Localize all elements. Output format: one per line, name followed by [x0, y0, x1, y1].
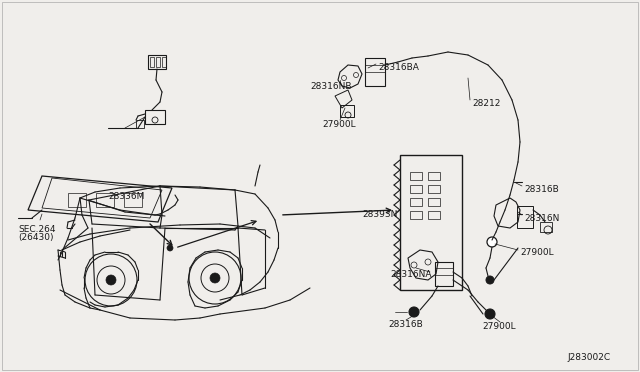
Text: 28336M: 28336M: [108, 192, 145, 201]
Circle shape: [487, 237, 497, 247]
Text: 28316B: 28316B: [388, 320, 423, 329]
Bar: [124, 193, 142, 207]
Bar: [410, 172, 422, 180]
Circle shape: [486, 276, 494, 284]
Bar: [428, 198, 440, 206]
Bar: [150, 57, 154, 67]
Text: 27900L: 27900L: [520, 248, 554, 257]
Bar: [410, 198, 422, 206]
Bar: [148, 55, 166, 69]
Bar: [365, 58, 385, 86]
Bar: [400, 155, 462, 290]
Text: 28393N: 28393N: [362, 210, 397, 219]
Circle shape: [106, 275, 116, 285]
Bar: [156, 57, 160, 67]
Bar: [410, 185, 422, 193]
Text: 28316BA: 28316BA: [378, 63, 419, 72]
Bar: [145, 110, 165, 124]
Bar: [428, 185, 440, 193]
Circle shape: [167, 245, 173, 251]
Text: 28316NB: 28316NB: [310, 82, 351, 91]
Text: SEC.264: SEC.264: [18, 225, 56, 234]
Circle shape: [210, 273, 220, 283]
Text: (26430): (26430): [18, 233, 54, 242]
Text: 28212: 28212: [472, 99, 500, 108]
Bar: [162, 57, 166, 67]
Text: 28316NA: 28316NA: [390, 270, 431, 279]
Bar: [410, 211, 422, 219]
Bar: [435, 262, 453, 286]
Text: 27900L: 27900L: [482, 322, 516, 331]
Bar: [136, 120, 144, 128]
Bar: [340, 105, 354, 117]
Bar: [68, 193, 86, 207]
Bar: [517, 206, 533, 228]
Text: J283002C: J283002C: [567, 353, 610, 362]
Circle shape: [485, 309, 495, 319]
Bar: [540, 222, 552, 232]
Bar: [96, 193, 114, 207]
Bar: [428, 172, 440, 180]
Circle shape: [409, 307, 419, 317]
Text: 28316B: 28316B: [524, 185, 559, 194]
Bar: [428, 211, 440, 219]
Text: 27900L: 27900L: [322, 120, 356, 129]
Text: 28316N: 28316N: [524, 214, 559, 223]
